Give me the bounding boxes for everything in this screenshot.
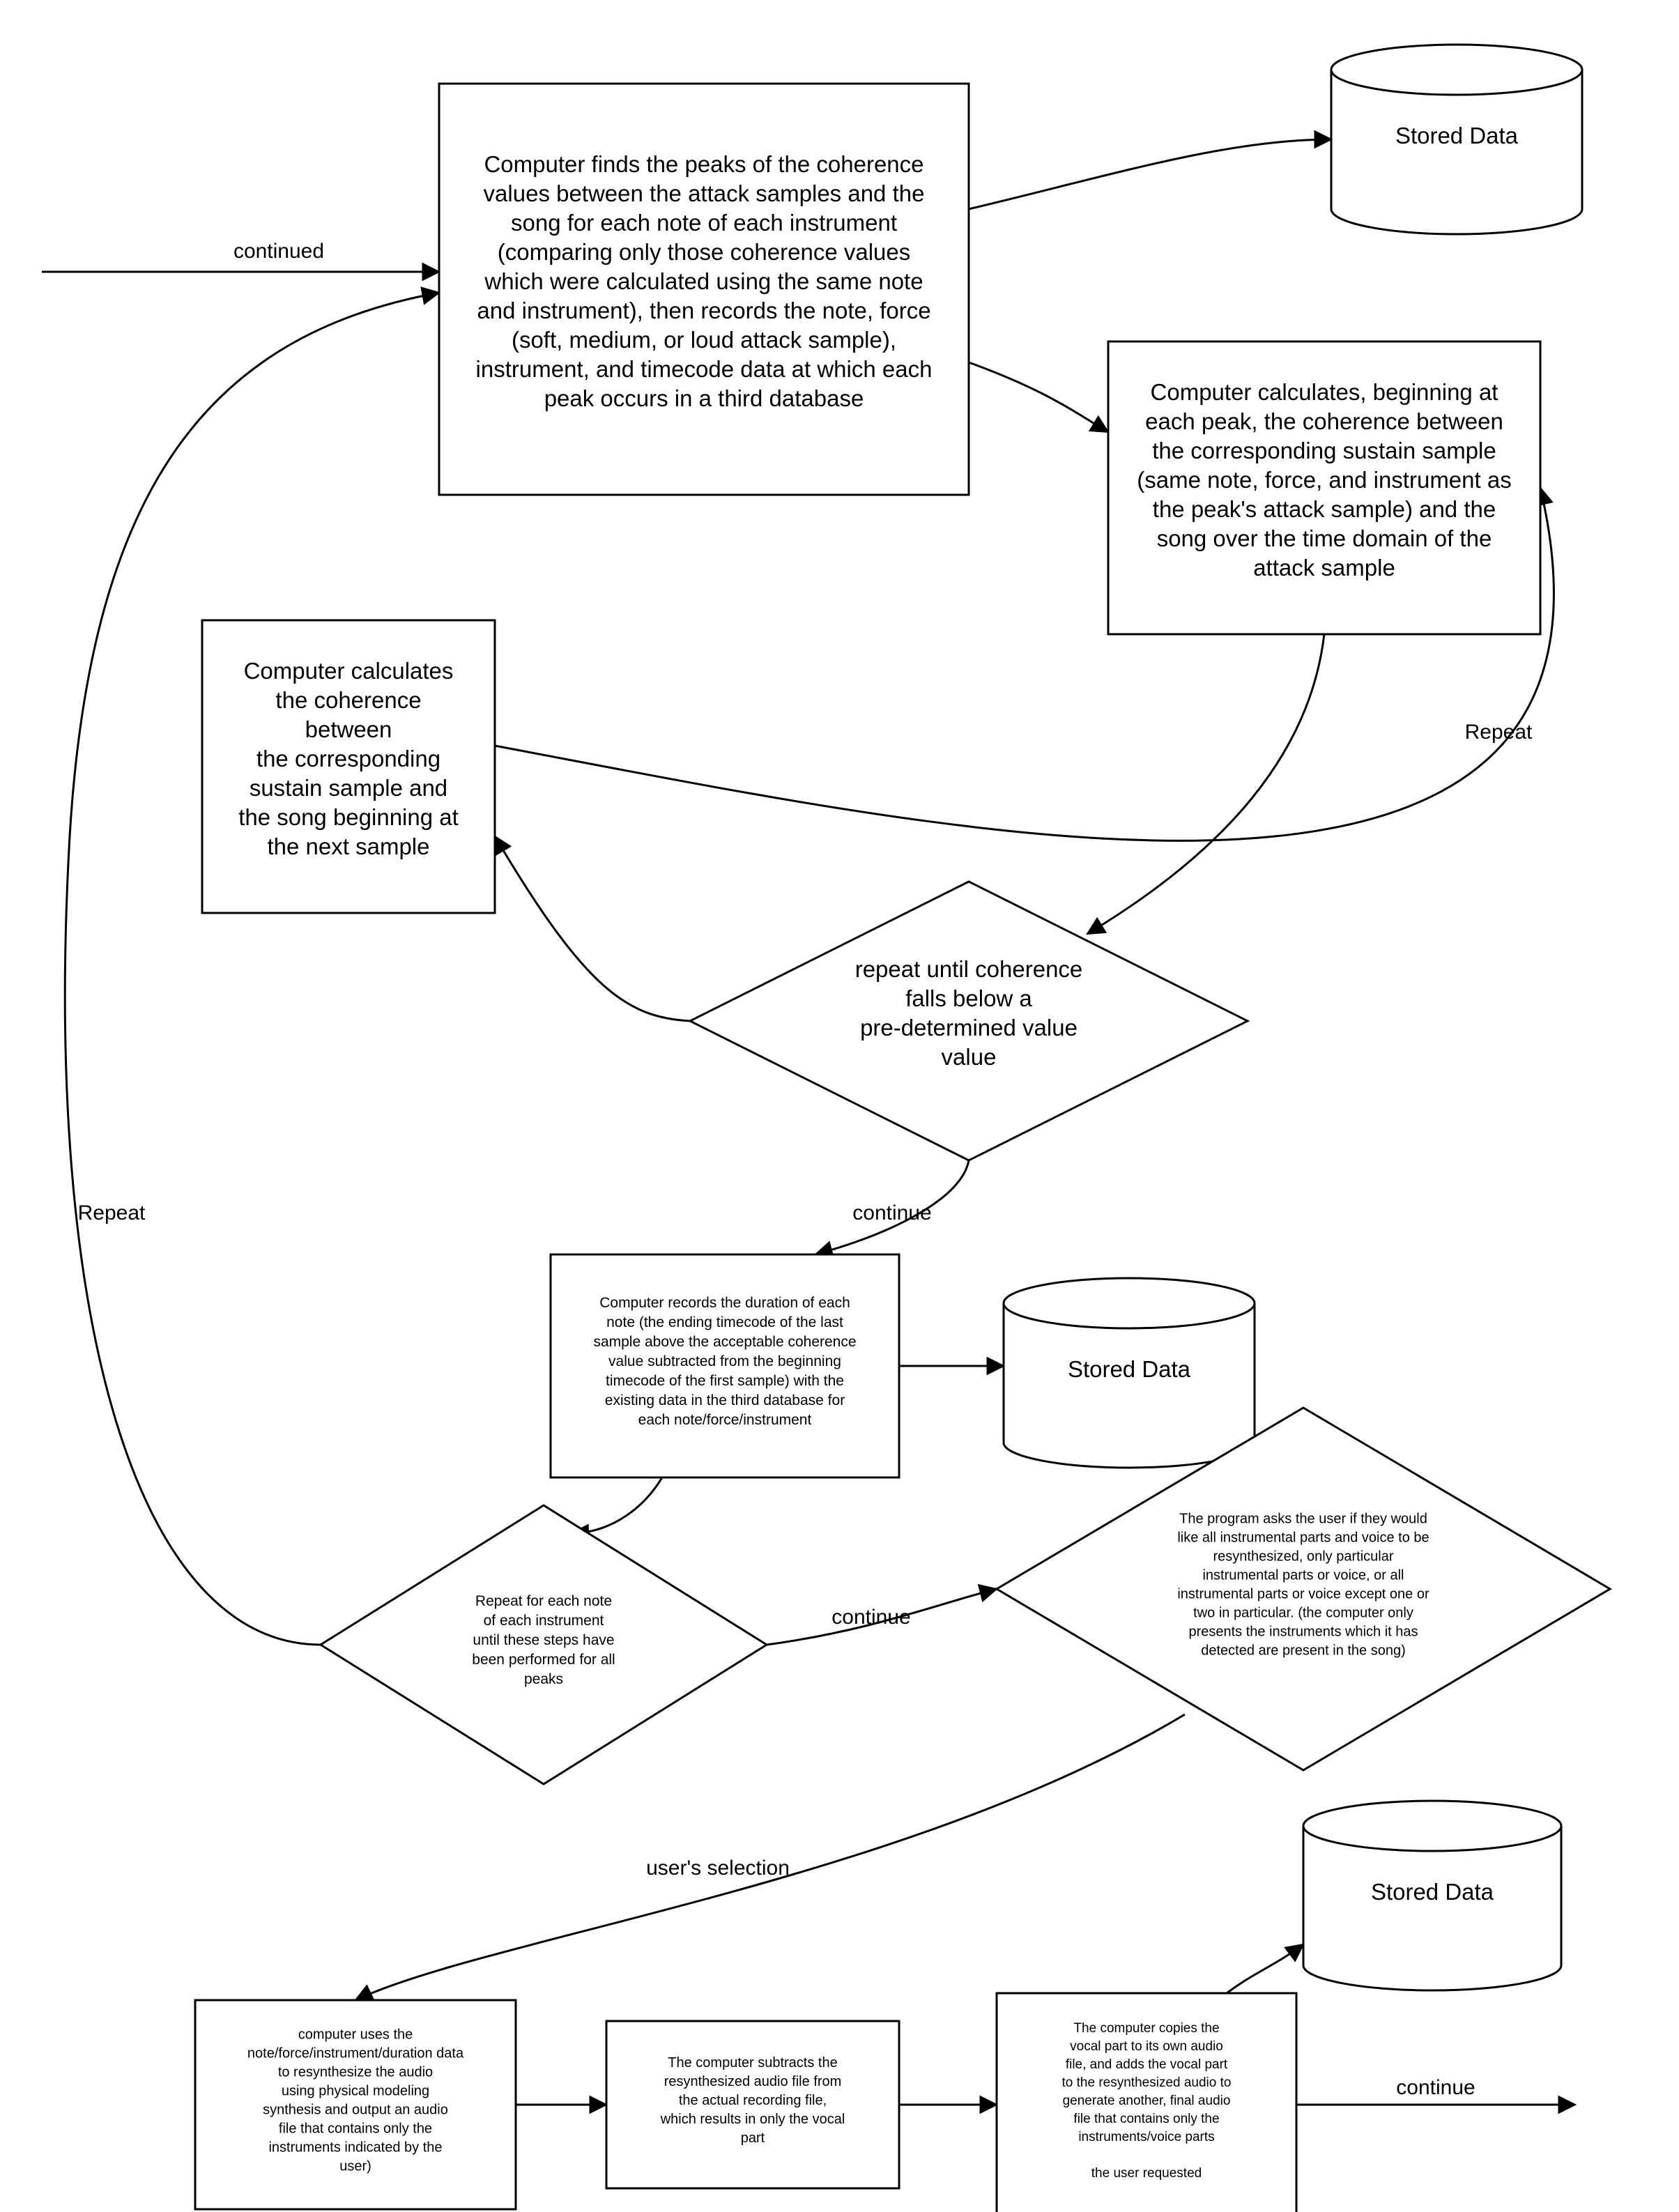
edge-e_n1_d1 — [969, 139, 1331, 209]
edge-label-e_dm1_n4: continue — [852, 1201, 931, 1224]
process-text-n1: Computer finds the peaks of the coherenc… — [476, 151, 933, 411]
edge-label-e_in: continued — [233, 240, 324, 263]
storage-text-d3: Stored Data — [1371, 1879, 1494, 1905]
edge-e_n4_dm2 — [572, 1477, 662, 1533]
edge-label-e_dm3_n5: user's selection — [646, 1857, 790, 1880]
edge-e_n1_n2 — [969, 362, 1108, 432]
edge-e_dm2_rep — [65, 293, 439, 1645]
edge-e_n7_d3 — [1227, 1944, 1303, 1993]
edge-label-e_n7_out: continue — [1396, 2076, 1475, 2099]
edge-e_n2_dm1 — [1087, 634, 1324, 934]
storage-text-d1: Stored Data — [1395, 123, 1519, 148]
edge-label-e_dm2_dm3: continue — [831, 1606, 910, 1629]
storage-cap-d3 — [1303, 1801, 1561, 1851]
process-text-n4: Computer records the duration of eachnot… — [593, 1295, 856, 1428]
edge-e_dm1_n3 — [495, 836, 690, 1021]
edge-label-e_n3_n2: Repeat — [1465, 721, 1533, 744]
storage-text-d2: Stored Data — [1068, 1356, 1191, 1382]
process-text-n2: Computer calculates, beginning ateach pe… — [1137, 379, 1511, 581]
storage-cap-d1 — [1331, 45, 1582, 95]
storage-cap-d2 — [1004, 1278, 1255, 1328]
edge-label-e_dm2_rep: Repeat — [78, 1201, 146, 1224]
